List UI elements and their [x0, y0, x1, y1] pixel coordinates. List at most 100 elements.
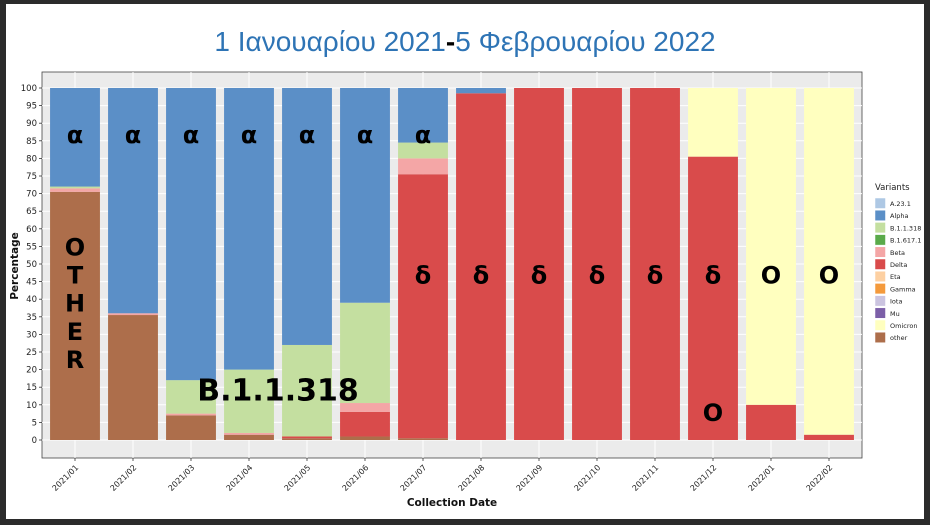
- bar-segment: [50, 186, 100, 189]
- legend-swatch: [874, 307, 886, 319]
- bar-segment: [282, 344, 332, 437]
- x-tick-label: 2021/08: [457, 463, 487, 493]
- legend-label: Omicron: [890, 322, 917, 330]
- x-tick-label: 2021/03: [167, 463, 197, 493]
- y-tick-label: 25: [26, 348, 37, 358]
- annotation-label: δ: [415, 262, 432, 290]
- legend-swatch: [874, 246, 886, 258]
- bar-segment: [340, 403, 390, 412]
- x-tick-label: 2021/07: [399, 463, 429, 493]
- x-tick-label: 2021/09: [515, 463, 545, 493]
- annotation-label: α: [67, 121, 84, 149]
- title-start: 1 Ιανουαρίου 2021: [214, 26, 446, 57]
- annotation-label: δ: [589, 262, 606, 290]
- legend-swatch: [874, 222, 886, 234]
- legend-title: Variants: [875, 183, 910, 193]
- annotation-label: O: [761, 262, 781, 290]
- y-tick-label: 5: [32, 418, 37, 428]
- y-tick-label: 50: [26, 260, 37, 270]
- legend-swatch: [874, 234, 886, 246]
- bar-segment: [804, 434, 854, 440]
- stacked-bar-chart: 0 5 10 15 20 25 30 35 40 45 50 55 60 65 70 75 80 85 90 95 10…: [9, 71, 921, 509]
- annotation-label: H: [65, 290, 85, 318]
- y-axis-title: Percentage: [9, 232, 21, 300]
- y-tick-label: 40: [26, 295, 37, 305]
- bar-segment: [108, 313, 158, 316]
- y-tick-label: 75: [26, 172, 37, 182]
- title-end: 5 Φεβρουαρίου 2022: [455, 26, 716, 57]
- bar-segment: [340, 411, 390, 437]
- x-tick-label: 2021/01: [51, 463, 81, 493]
- bar-segment: [340, 302, 390, 404]
- bar-segment: [746, 88, 796, 405]
- bar-segment: [282, 88, 332, 345]
- x-tick-label: 2021/11: [631, 463, 661, 493]
- legend-swatch: [874, 209, 886, 221]
- legend-swatch: [874, 331, 886, 343]
- annotation-label: α: [357, 121, 374, 149]
- bar-segment: [166, 415, 216, 440]
- bar-segment: [456, 93, 506, 440]
- legend-label: Beta: [890, 249, 905, 257]
- y-tick-label: 90: [26, 119, 37, 129]
- annotation-label: α: [241, 121, 258, 149]
- bar-segment: [224, 434, 274, 440]
- bar-segment: [224, 369, 274, 433]
- legend-label: other: [890, 334, 908, 342]
- y-tick-label: 95: [26, 102, 37, 112]
- bar-segment: [166, 380, 216, 414]
- annotation-label: T: [67, 262, 84, 290]
- y-tick-label: 60: [26, 225, 37, 235]
- y-tick-label: 45: [26, 278, 37, 288]
- plot-panel: [41, 71, 863, 459]
- y-tick-label: 85: [26, 137, 37, 147]
- annotation-label: α: [415, 121, 432, 149]
- chart-title: 1 Ιανουαρίου 2021-5 Φεβρουαρίου 2022: [6, 26, 924, 58]
- bar-segment: [282, 436, 332, 439]
- legend-swatch: [874, 258, 886, 270]
- legend-label: Alpha: [890, 212, 908, 220]
- bar-segment: [398, 438, 448, 440]
- bar-segment: [804, 88, 854, 435]
- annotation-label: E: [67, 318, 83, 346]
- legend-label: B.1.1.318: [890, 224, 921, 232]
- y-tick-label: 30: [26, 330, 37, 340]
- annotation-label: δ: [473, 262, 490, 290]
- bar-segment: [514, 88, 564, 440]
- y-tick-label: 80: [26, 154, 37, 164]
- annotation-label: O: [65, 233, 85, 261]
- x-tick-label: 2022/01: [747, 463, 777, 493]
- title-dash: -: [445, 26, 456, 57]
- legend-label: Eta: [890, 273, 901, 281]
- bar-segment: [282, 438, 332, 440]
- legend-swatch: [874, 319, 886, 331]
- y-tick-label: 65: [26, 207, 37, 217]
- y-tick-label: 10: [26, 401, 37, 411]
- annotation-label: δ: [531, 262, 548, 290]
- legend-label: A.23.1: [890, 200, 911, 208]
- annotation-label: α: [299, 121, 316, 149]
- annotation-label: O: [703, 399, 723, 427]
- legend-swatch: [874, 283, 886, 295]
- annotation-label: α: [125, 121, 142, 149]
- x-tick-label: 2022/02: [805, 463, 835, 493]
- bar-segment: [340, 436, 390, 440]
- bar-segment: [688, 88, 738, 157]
- bar-segment: [166, 413, 216, 416]
- legend-swatch: [874, 197, 886, 209]
- bar-segment: [224, 432, 274, 435]
- bar-segment: [398, 174, 448, 439]
- bar-segment: [340, 88, 390, 303]
- slide: 1 Ιανουαρίου 2021-5 Φεβρουαρίου 2022 0 5 1…: [6, 4, 924, 519]
- x-tick-label: 2021/10: [573, 463, 603, 493]
- y-tick-label: 70: [26, 190, 37, 200]
- annotation-label: R: [66, 346, 84, 374]
- bar-segment: [630, 88, 680, 440]
- bar-segment: [398, 88, 448, 143]
- legend-label: Mu: [890, 310, 900, 318]
- annotation-label: B.1.1.318: [197, 374, 358, 409]
- y-tick-label: 35: [26, 313, 37, 323]
- legend-swatch: [874, 270, 886, 282]
- legend-label: Delta: [890, 261, 907, 269]
- x-tick-label: 2021/06: [341, 463, 371, 493]
